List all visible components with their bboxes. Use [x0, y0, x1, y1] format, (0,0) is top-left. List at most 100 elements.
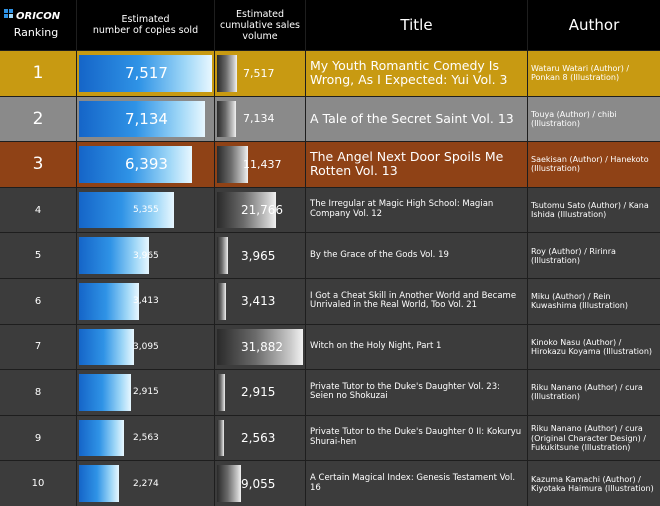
header-author: Author: [528, 0, 660, 50]
title-cell: Private Tutor to the Duke's Daughter Vol…: [306, 370, 527, 415]
cumulative-bar: [217, 191, 276, 229]
book-author: Roy (Author) / Ririnra (Illustration): [531, 246, 616, 265]
book-title: I Got a Cheat Skill in Another World and…: [310, 290, 517, 311]
book-author: Wataru Watari (Author) / Ponkan 8 (Illus…: [531, 64, 630, 83]
header-cum-line2: cumulative sales: [219, 19, 301, 31]
cumulative-bar: [217, 237, 228, 274]
copies-bar: [79, 374, 131, 411]
book-title: A Certain Magical Index: Genesis Testame…: [310, 472, 516, 493]
table-row: 10 2,274 9,055 A Certain Magical Index: Gen…: [0, 461, 660, 506]
title-cell: The Angel Next Door Spoils Me Rotten Vol…: [306, 142, 527, 187]
book-author: Miku (Author) / Rein Kuwashima (Illustra…: [531, 292, 628, 311]
rank-value: 7: [34, 341, 42, 353]
cumulative-bar: [217, 465, 242, 502]
title-cell: A Certain Magical Index: Genesis Testame…: [306, 461, 527, 506]
copies-cell: 2,563: [77, 415, 214, 461]
cumulative-label: 9,055: [241, 476, 276, 491]
logo-text: ORICON: [16, 11, 61, 22]
copies-label: 7,134: [125, 109, 168, 128]
book-title: Private Tutor to the Duke's Daughter 0 I…: [310, 427, 522, 448]
cumulative-bar: [217, 55, 238, 92]
rank-cell: 8: [0, 370, 76, 415]
book-title: Private Tutor to the Duke's Daughter Vol…: [310, 381, 500, 402]
rank-cell: 7: [0, 324, 76, 370]
rank-cell: 5: [0, 233, 76, 278]
title-cell: Private Tutor to the Duke's Daughter 0 I…: [306, 415, 527, 461]
cumulative-cell: 2,563: [215, 415, 305, 461]
author-cell: Kazuma Kamachi (Author) / Kiyotaka Haimu…: [528, 461, 660, 506]
copies-label: 7,517: [125, 64, 168, 83]
ranking-header: Ranking: [14, 26, 59, 39]
table-row: 8 2,915 2,915 Private Tutor to the Duke's D…: [0, 370, 660, 415]
copies-label: 3,965: [133, 250, 159, 261]
book-author: Touya (Author) / chibi (Illustration): [531, 109, 617, 128]
copies-label: 5,355: [133, 205, 159, 216]
title-cell: By the Grace of the Gods Vol. 19: [306, 233, 527, 278]
table-row: 9 2,563 2,563 Private Tutor to the Duke's D…: [0, 415, 660, 461]
book-author: Riku Nanano (Author) / cura (Illustratio…: [531, 383, 643, 402]
copies-bar: [79, 191, 174, 229]
title-cell: I Got a Cheat Skill in Another World and…: [306, 279, 527, 324]
cumulative-bar: [217, 419, 224, 457]
copies-cell: 5,355: [77, 187, 214, 233]
cumulative-cell: 2,915: [215, 370, 305, 415]
author-cell: Touya (Author) / chibi (Illustration): [528, 96, 660, 142]
copies-label: 3,095: [133, 341, 159, 352]
cumulative-cell: 9,055: [215, 461, 305, 506]
cumulative-bar: [217, 146, 248, 183]
rank-cell: 4: [0, 187, 76, 233]
table-row: 7 3,095 31,882 Witch on the Holy Night, Par…: [0, 324, 660, 370]
book-title: By the Grace of the Gods Vol. 19: [310, 249, 449, 260]
copies-cell: 3,095: [77, 324, 214, 370]
cumulative-label: 2,915: [241, 385, 276, 400]
cumulative-bar: [217, 100, 237, 138]
table-row: 6 3,413 3,413 I Got a Cheat Skill in Anothe…: [0, 279, 660, 324]
cumulative-cell: 21,766: [215, 187, 305, 233]
author-cell: Riku Nanano (Author) / cura (Illustratio…: [528, 370, 660, 415]
copies-label: 2,563: [133, 433, 159, 444]
rank-value: 2: [32, 108, 44, 129]
title-cell: Witch on the Holy Night, Part 1: [306, 324, 527, 370]
cumulative-cell: 7,517: [215, 51, 305, 96]
cumulative-label: 3,413: [241, 294, 276, 309]
cumulative-bar: [217, 283, 227, 320]
rank-value: 4: [34, 204, 42, 216]
rank-value: 6: [34, 295, 42, 307]
copies-bar: [79, 419, 125, 457]
cumulative-label: 7,134: [243, 112, 275, 126]
cumulative-label: 11,437: [243, 157, 282, 171]
copies-cell: 7,517: [77, 51, 214, 96]
rank-cell: 10: [0, 461, 76, 506]
copies-cell: 3,413: [77, 279, 214, 324]
rank-cell: 1: [0, 51, 76, 96]
copies-cell: 6,393: [77, 142, 214, 187]
title-cell: A Tale of the Secret Saint Vol. 13: [306, 96, 527, 142]
rank-value: 10: [31, 478, 45, 490]
copies-cell: 2,274: [77, 461, 214, 506]
cumulative-label: 3,965: [241, 248, 276, 263]
author-cell: Riku Nanano (Author) / cura (Original Ch…: [528, 415, 660, 461]
header-copies-line1: Estimated: [121, 14, 170, 25]
title-cell: The Irregular at Magic High School: Magi…: [306, 187, 527, 233]
rank-value: 5: [34, 250, 42, 262]
copies-label: 2,274: [133, 478, 159, 489]
table-row: 4 5,355 21,766 The Irregular at Magic High …: [0, 187, 660, 233]
table-row: 3 6,393 11,437 The Angel Next Door Spoils M…: [0, 142, 660, 187]
copies-label: 3,413: [133, 296, 159, 307]
rank-cell: 6: [0, 279, 76, 324]
author-cell: Tsutomu Sato (Author) / Kana Ishida (Ill…: [528, 187, 660, 233]
copies-bar: [79, 55, 212, 92]
cumulative-bar: [217, 328, 303, 366]
rank-value: 3: [32, 154, 44, 175]
cumulative-label: 7,517: [243, 66, 275, 80]
copies-bar: [79, 328, 134, 366]
copies-label: 2,915: [133, 387, 159, 398]
header-copies: Estimated number of copies sold: [77, 0, 214, 50]
oricon-logo-icon: ORICON Ranking: [4, 9, 61, 39]
copies-cell: 3,965: [77, 233, 214, 278]
copies-bar: [79, 465, 120, 502]
cumulative-label: 21,766: [241, 203, 283, 218]
book-author: Kazuma Kamachi (Author) / Kiyotaka Haimu…: [531, 474, 654, 493]
table-row: 5 3,965 3,965 By the Grace of the Gods Vol.…: [0, 233, 660, 278]
